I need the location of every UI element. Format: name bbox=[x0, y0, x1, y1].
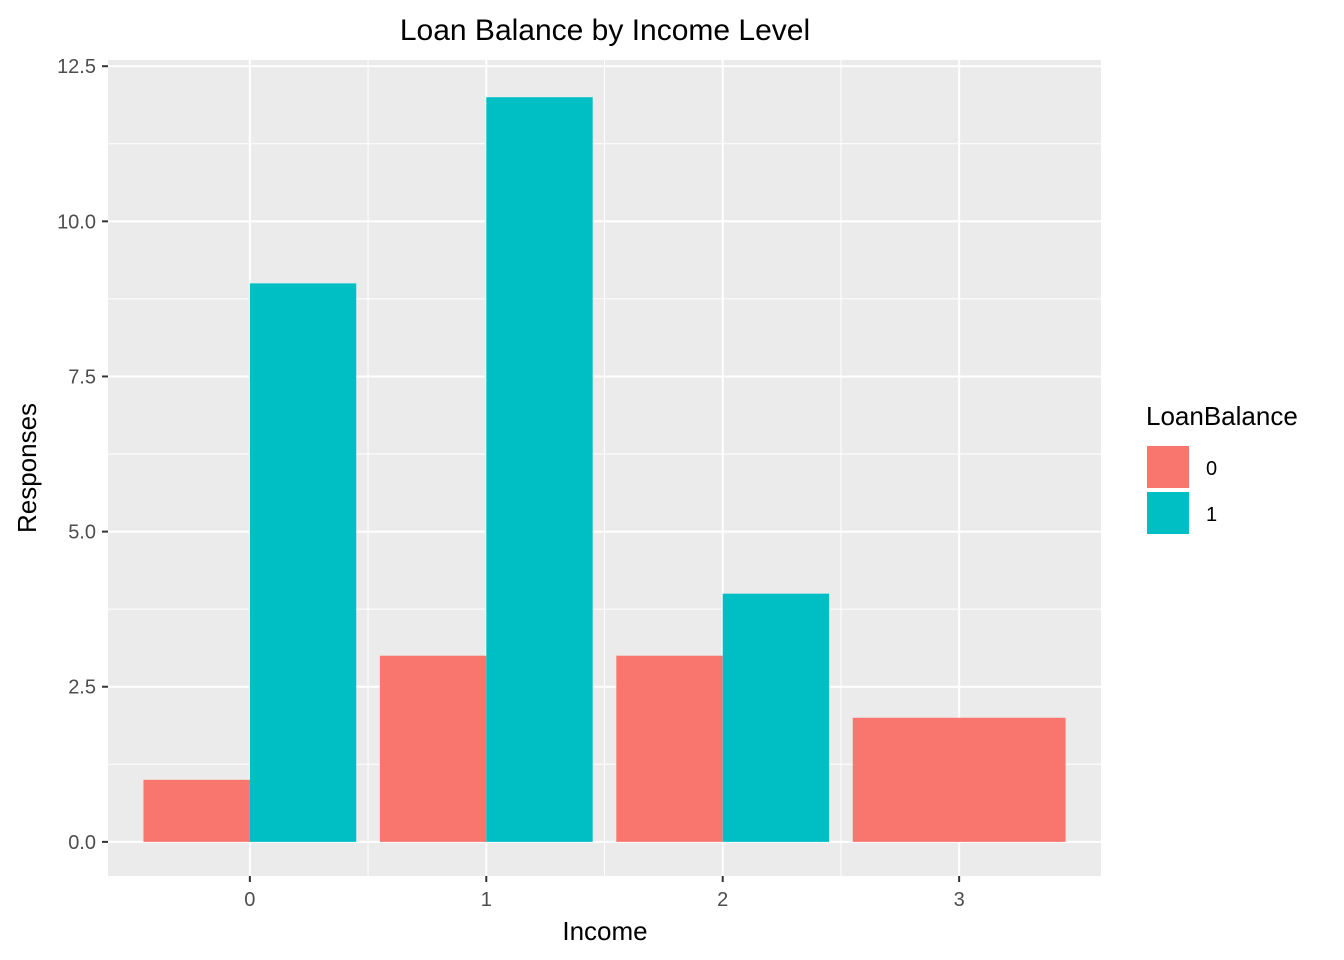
legend-label-0: 0 bbox=[1206, 458, 1217, 480]
y-tick-label: 2.5 bbox=[68, 677, 96, 699]
x-tick-label: 3 bbox=[954, 889, 965, 911]
bar-income-1-loanbalance-0 bbox=[379, 655, 487, 842]
x-tick-label: 1 bbox=[481, 889, 492, 911]
bar-income-1-loanbalance-1 bbox=[486, 97, 593, 842]
bars bbox=[143, 97, 1066, 842]
x-tick-label: 2 bbox=[717, 889, 728, 911]
x-axis-title: Income bbox=[562, 916, 647, 946]
x-axis: 0 1 2 3 bbox=[244, 876, 965, 911]
y-axis: 0.0 2.5 5.0 7.5 10.0 12.5 bbox=[57, 56, 108, 854]
y-tick-label: 10.0 bbox=[57, 211, 96, 233]
bar-income-3-loanbalance-0 bbox=[852, 717, 1066, 842]
legend-key-0 bbox=[1145, 444, 1191, 490]
y-tick-label: 0.0 bbox=[68, 832, 96, 854]
y-tick-label: 7.5 bbox=[68, 366, 96, 388]
chart-title: Loan Balance by Income Level bbox=[400, 14, 810, 47]
bar-income-2-loanbalance-1 bbox=[722, 593, 830, 842]
bar-income-2-loanbalance-0 bbox=[616, 655, 723, 842]
y-tick-label: 5.0 bbox=[68, 522, 96, 544]
legend-label-1: 1 bbox=[1206, 504, 1217, 526]
legend: LoanBalance 0 1 bbox=[1145, 401, 1298, 536]
legend-title: LoanBalance bbox=[1146, 401, 1298, 431]
legend-key-1 bbox=[1145, 490, 1191, 536]
x-tick-label: 0 bbox=[244, 889, 255, 911]
bar-income-0-loanbalance-0 bbox=[143, 779, 250, 842]
y-axis-title: Responses bbox=[12, 403, 42, 533]
y-tick-label: 12.5 bbox=[57, 56, 96, 78]
bar-income-0-loanbalance-1 bbox=[249, 283, 357, 842]
